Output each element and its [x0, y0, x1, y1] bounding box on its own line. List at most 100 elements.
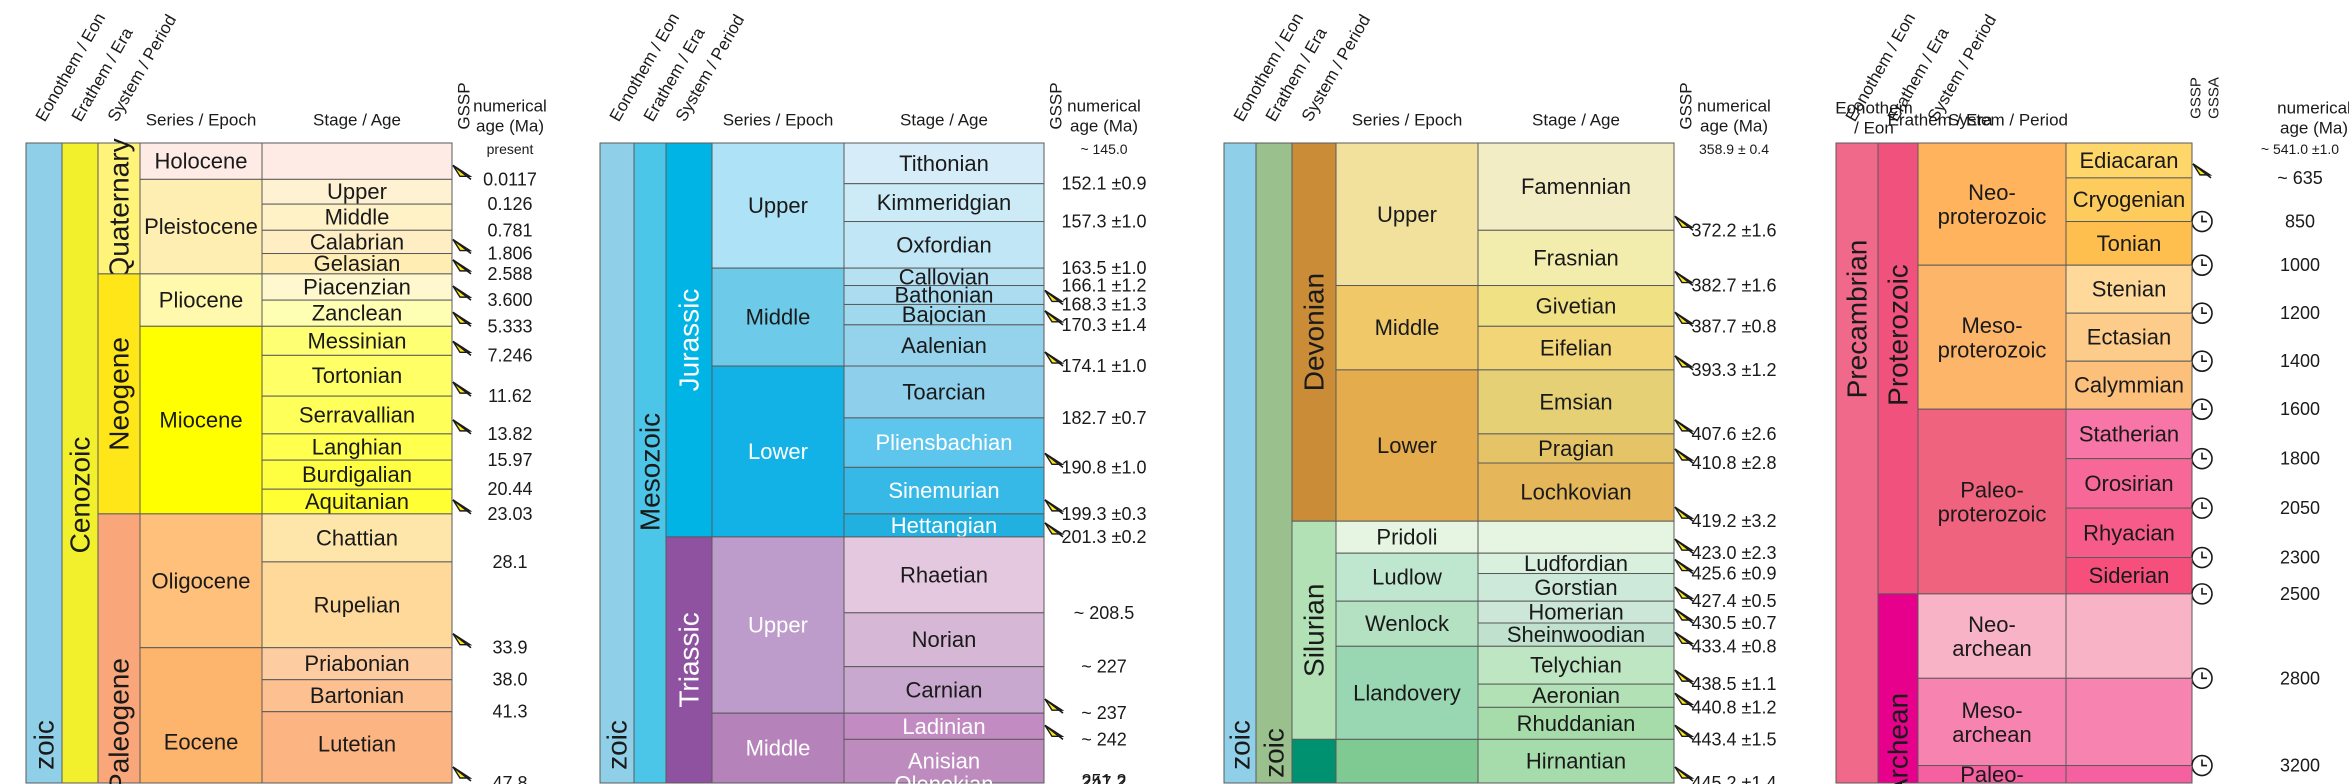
panel-3-period-cell: [1291, 142, 1337, 522]
panel-1-stage-label: Burdigalian: [302, 462, 412, 487]
panel-3-gssp-marker-pole: [1674, 215, 1694, 231]
panel-2-age-label: ~ 227: [1081, 657, 1127, 677]
panel-2-stage-label: Toarcian: [902, 379, 985, 404]
panel-3-gssp-marker: [1674, 724, 1695, 740]
panel-3-age-label: 425.6 ±0.9: [1692, 564, 1777, 584]
panel-1-age-label: 41.3: [492, 702, 527, 722]
panel-1-stage-cell: [261, 459, 453, 490]
panel-2-eon-label: zoic: [602, 720, 633, 770]
panel-4-header-age-line2: age (Ma): [2280, 119, 2348, 138]
panel-4-gssa-clock: [2191, 754, 2213, 777]
panel-3-age-label: 407.6 ±2.6: [1692, 424, 1777, 444]
panel-3-gssp-marker-pole: [1674, 692, 1694, 708]
panel-4-stage-label: Orosirian: [2084, 471, 2173, 496]
panel-3-header-gssp: GSSP: [1677, 82, 1696, 129]
panel-1-header-age-line2: age (Ma): [476, 117, 544, 136]
panel-2-header-gssp: GSSP: [1047, 82, 1066, 129]
panel-4-gssa-clock: [2191, 667, 2213, 690]
panel-2-age-label: 190.8 ±1.0: [1062, 457, 1147, 477]
panel-2-age-label: ~ 237: [1081, 703, 1127, 723]
panel-4-gssa-clock-hands: [2201, 502, 2207, 509]
panel-3-epoch-label: Wenlock: [1365, 611, 1450, 636]
panel-4-stage-label: Calymmian: [2074, 373, 2184, 398]
panel-3-gssp-marker-flag: [1674, 506, 1695, 519]
panel-1-age-label: 13.82: [487, 424, 532, 444]
panel-3-age-label: 382.7 ±1.6: [1692, 276, 1777, 296]
panel-3-period-cell: [1291, 738, 1337, 784]
panel-3-stage-label: Emsian: [1539, 389, 1612, 414]
panel-4-header-gssa: GSSA: [2206, 77, 2223, 119]
panel-4-stage-cell: [2065, 593, 2193, 679]
panel-2-epoch-label: Upper: [748, 193, 808, 218]
panel-1-stage-cell: [261, 142, 453, 180]
panel-4-age-label: 1000: [2280, 255, 2320, 275]
panel-3-epoch-label: Pridoli: [1376, 525, 1437, 550]
panel-4-stage-label: Tonian: [2097, 231, 2162, 256]
panel-2-gssp-marker: [1044, 289, 1065, 306]
panel-3-gssp-marker-pole: [1674, 355, 1694, 371]
panel-2-age-label: 163.5 ±1.0: [1062, 258, 1147, 278]
panel-1-era-label: Cenozoic: [65, 437, 96, 554]
panel-2-epoch-cell: [711, 712, 845, 784]
panel-4-gssa-clock-hands: [2201, 259, 2207, 266]
panel-3-gssp-marker-pole: [1674, 608, 1694, 624]
panel-1-age-label: 0.126: [487, 194, 532, 214]
panel-4-gssp-marker: [2192, 163, 2213, 179]
panel-3-age-label: 438.5 ±1.1: [1692, 674, 1777, 694]
panel-4-gssa-clock: [2191, 497, 2213, 519]
panel-4-period-label: Neo-proterozoic: [1938, 179, 2047, 228]
panel-3-epoch-label: Ludlow: [1372, 565, 1442, 590]
panel-3-age-label: 445.2 ±1.4: [1692, 773, 1777, 784]
panel-3-gssp-marker: [1674, 538, 1695, 554]
panel-3-stage-label: Gorstian: [1534, 575, 1617, 600]
panel-1-stage-cell: [261, 178, 453, 205]
panel-2-age-label: 168.3 ±1.3: [1062, 294, 1147, 314]
panel-1-stage-label: Upper: [327, 179, 387, 204]
panel-4-stage-cell: [2065, 408, 2193, 460]
panel-2-gssp-marker-pole: [1044, 351, 1064, 367]
panel-3-epoch-cell: [1335, 369, 1479, 522]
panel-4-period-label: Neo-archean: [1952, 611, 2032, 660]
panel-1-stage-cell: [261, 433, 453, 461]
panel-2-age-label: 170.3 ±1.4: [1062, 315, 1147, 335]
panel-2-stage-label: Norian: [912, 627, 977, 652]
panel-3-gssp-marker-pole: [1674, 448, 1694, 464]
panel-3-header-stage: Stage / Age: [1532, 111, 1620, 130]
panel-4-age-label: 2300: [2280, 548, 2320, 568]
panel-3-gssp-marker-pole: [1674, 724, 1694, 740]
panel-3-epoch-label: Llandovery: [1353, 680, 1461, 705]
panel-2-header-age-line2: age (Ma): [1070, 117, 1138, 136]
panel-2-stage-label: Anisian: [908, 749, 980, 774]
panel-4-period-cell: [1917, 593, 2067, 679]
panel-1-header-stage: Stage / Age: [313, 111, 401, 130]
panel-2-age-label: 174.1 ±1.0: [1062, 356, 1147, 376]
panel-1-gssp-marker: [452, 164, 473, 180]
panel-1-stage-cell: [261, 354, 453, 397]
panel-3-gssp-marker-pole: [1674, 766, 1694, 782]
panel-3-epoch-cell: [1335, 600, 1479, 647]
panel-3-stage-label: Homerian: [1528, 600, 1623, 625]
panel-2-stage-label: Rhaetian: [900, 562, 988, 587]
panel-4-period-label-line: proterozoic: [1938, 501, 2047, 526]
panel-1-gssp-marker-pole: [452, 766, 472, 782]
panel-2-epoch-cell: [711, 536, 845, 714]
panel-3-age-label: 443.4 ±1.5: [1692, 729, 1777, 749]
panel-2-stage-cell: [843, 142, 1045, 185]
panel-1-stage-label: Rupelian: [314, 592, 401, 617]
panel-2-period-label: Triassic: [674, 612, 705, 707]
panel-1-stage-label: Gelasian: [314, 251, 401, 276]
panel-4-age-label: 3200: [2280, 756, 2320, 776]
panel-1-period-label: Neogene: [104, 337, 135, 451]
panel-1-age-label: 1.806: [487, 244, 532, 264]
panel-1-gssp-marker-pole: [452, 381, 472, 397]
panel-2-gssp-marker-pole: [1044, 310, 1064, 326]
panel-1-gssp-marker: [452, 259, 473, 275]
panel-2-eon-cell: [599, 142, 635, 784]
panel-3-period-cell: [1291, 520, 1337, 740]
panel-1-stage-cell: [261, 513, 453, 563]
panel-1-gssp-marker-pole: [452, 499, 472, 515]
panel-4-gssa-clock-hands: [2201, 355, 2207, 362]
panel-2-epoch-label: Upper: [748, 613, 808, 638]
panel-2-age-label: 201.3 ±0.2: [1062, 527, 1147, 547]
panel-2-header-epoch: Series / Epoch: [723, 111, 834, 130]
